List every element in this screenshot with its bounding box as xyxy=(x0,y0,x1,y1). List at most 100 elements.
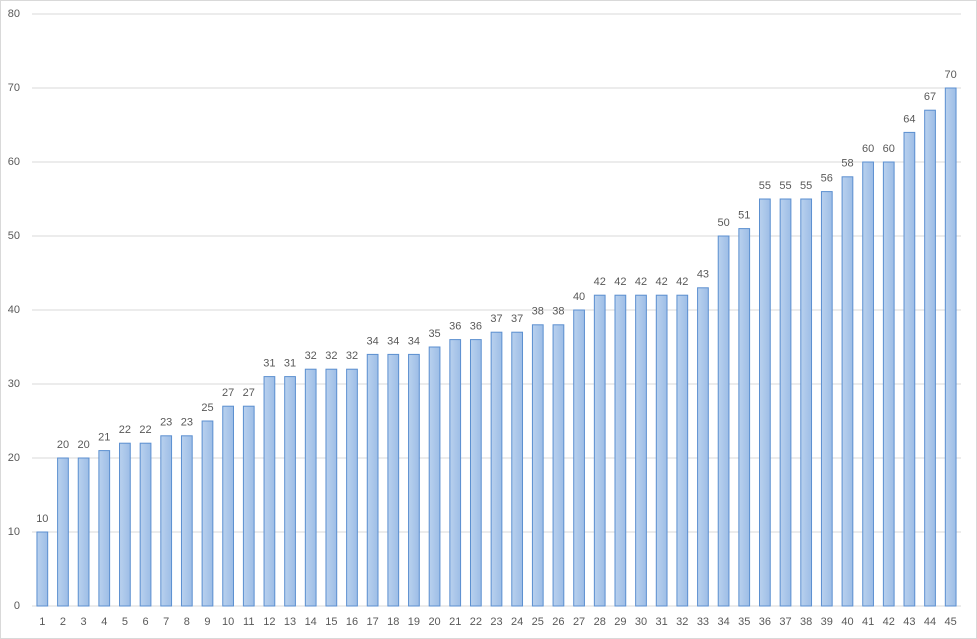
x-tick-label: 44 xyxy=(924,616,936,628)
bar xyxy=(944,87,957,607)
data-label: 42 xyxy=(614,276,626,288)
x-tick-label: 32 xyxy=(676,616,688,628)
x-tick-label: 20 xyxy=(428,616,440,628)
data-label: 25 xyxy=(201,402,213,414)
data-label: 38 xyxy=(552,306,564,318)
data-label: 31 xyxy=(263,358,275,370)
y-tick-label: 50 xyxy=(8,230,20,242)
x-tick-label: 37 xyxy=(779,616,791,628)
bar xyxy=(469,339,482,607)
x-tick-label: 10 xyxy=(222,616,234,628)
bar xyxy=(449,339,462,607)
x-tick-label: 22 xyxy=(470,616,482,628)
y-tick-label: 10 xyxy=(8,526,20,538)
data-label: 36 xyxy=(470,321,482,333)
data-label: 27 xyxy=(243,387,255,399)
bar xyxy=(903,131,916,607)
y-tick-label: 70 xyxy=(8,82,20,94)
bar xyxy=(36,531,49,607)
x-tick-label: 26 xyxy=(552,616,564,628)
data-label: 38 xyxy=(532,306,544,318)
data-label: 32 xyxy=(305,350,317,362)
bar xyxy=(800,198,813,607)
bar xyxy=(366,353,379,607)
data-label: 42 xyxy=(635,276,647,288)
data-label: 34 xyxy=(408,335,420,347)
bar xyxy=(862,161,874,607)
bar xyxy=(57,457,69,607)
y-tick-label: 60 xyxy=(8,156,20,168)
bar xyxy=(77,457,90,607)
bar xyxy=(531,324,544,607)
data-label: 55 xyxy=(800,180,812,192)
x-tick-label: 39 xyxy=(821,616,833,628)
x-tick-label: 42 xyxy=(883,616,895,628)
data-label: 50 xyxy=(717,217,729,229)
data-label: 27 xyxy=(222,387,234,399)
x-tick-label: 8 xyxy=(184,616,190,628)
x-tick-label: 25 xyxy=(532,616,544,628)
data-label: 22 xyxy=(139,424,151,436)
x-tick-label: 27 xyxy=(573,616,585,628)
x-tick-label: 14 xyxy=(305,616,317,628)
data-label: 70 xyxy=(945,69,957,81)
bar xyxy=(552,324,565,607)
data-label: 20 xyxy=(77,439,89,451)
bar xyxy=(614,294,627,607)
x-tick-label: 4 xyxy=(101,616,107,628)
data-label: 55 xyxy=(779,180,791,192)
data-label: 56 xyxy=(821,173,833,185)
bar xyxy=(738,228,751,607)
x-tick-label: 1 xyxy=(39,616,45,628)
x-tick-label: 33 xyxy=(697,616,709,628)
bar xyxy=(924,109,936,607)
bar xyxy=(119,442,131,607)
x-tick-label: 21 xyxy=(449,616,461,628)
x-tick-label: 31 xyxy=(656,616,668,628)
x-tick-label: 28 xyxy=(594,616,606,628)
x-tick-label: 30 xyxy=(635,616,647,628)
x-tick-label: 7 xyxy=(163,616,169,628)
bar xyxy=(139,442,152,607)
x-tick-label: 15 xyxy=(325,616,337,628)
data-label: 43 xyxy=(697,269,709,281)
data-label: 32 xyxy=(346,350,358,362)
x-tick-label: 40 xyxy=(841,616,853,628)
bar xyxy=(263,376,276,607)
bar xyxy=(222,405,234,607)
x-tick-label: 45 xyxy=(945,616,957,628)
bar xyxy=(882,161,895,607)
bar xyxy=(841,176,854,607)
x-tick-label: 9 xyxy=(204,616,210,628)
x-tick-label: 12 xyxy=(263,616,275,628)
bar xyxy=(779,198,792,607)
bar xyxy=(717,235,730,607)
bar xyxy=(511,331,524,607)
x-tick-label: 16 xyxy=(346,616,358,628)
bar xyxy=(284,376,296,607)
bar xyxy=(98,450,111,607)
bar xyxy=(304,368,317,607)
x-tick-label: 3 xyxy=(81,616,87,628)
x-tick-label: 18 xyxy=(387,616,399,628)
x-tick-label: 38 xyxy=(800,616,812,628)
data-label: 34 xyxy=(387,335,399,347)
bar xyxy=(820,191,833,607)
bar xyxy=(573,309,585,607)
x-tick-label: 11 xyxy=(243,616,254,628)
x-tick-label: 23 xyxy=(490,616,502,628)
x-tick-label: 6 xyxy=(142,616,148,628)
data-label: 51 xyxy=(738,210,750,222)
x-tick-label: 17 xyxy=(367,616,379,628)
bar xyxy=(180,435,193,607)
y-tick-label: 20 xyxy=(8,452,20,464)
bar xyxy=(428,346,441,607)
x-tick-label: 29 xyxy=(614,616,626,628)
y-tick-label: 30 xyxy=(8,378,20,390)
x-tick-label: 36 xyxy=(759,616,771,628)
data-label: 58 xyxy=(841,158,853,170)
x-tick-label: 19 xyxy=(408,616,420,628)
bar xyxy=(242,405,255,607)
bar xyxy=(490,331,503,607)
